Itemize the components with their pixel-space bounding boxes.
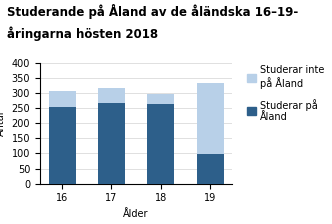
X-axis label: Ålder: Ålder <box>124 209 149 219</box>
Bar <box>197 83 224 154</box>
Bar <box>147 94 174 104</box>
Bar <box>48 91 76 107</box>
Legend: Studerar inte
på Åland, Studerar på
Åland: Studerar inte på Åland, Studerar på Ålan… <box>247 65 324 122</box>
Text: åringarna hösten 2018: åringarna hösten 2018 <box>7 27 158 41</box>
Bar <box>48 107 76 184</box>
Bar <box>197 154 224 184</box>
Y-axis label: Antal: Antal <box>0 110 6 136</box>
Bar <box>98 103 125 184</box>
Bar <box>147 104 174 184</box>
Bar <box>98 88 125 103</box>
Text: Studerande på Åland av de åländska 16–19-: Studerande på Åland av de åländska 16–19… <box>7 4 298 19</box>
